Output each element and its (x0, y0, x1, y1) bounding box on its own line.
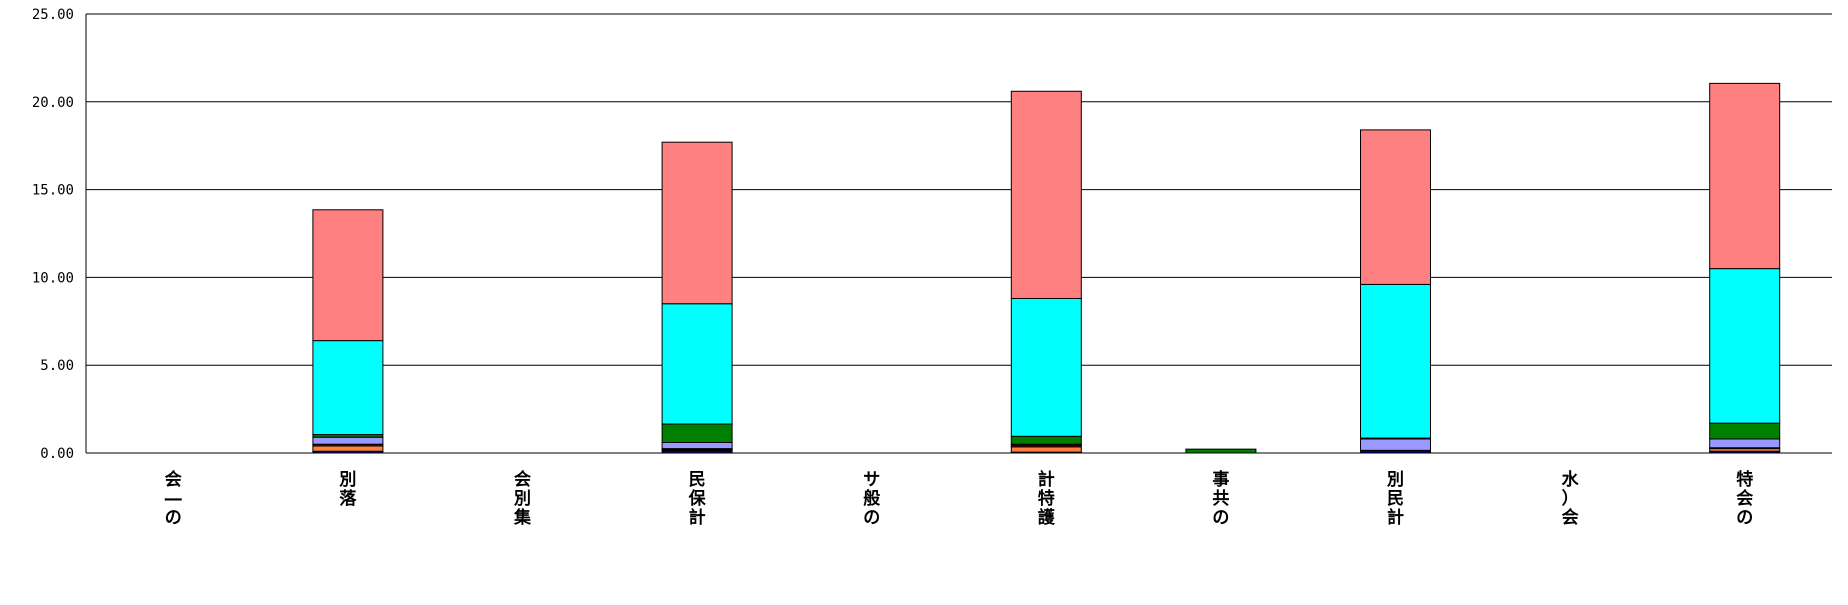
y-tick-label: 20.00 (32, 95, 74, 111)
x-tick-label-char: 民 (1387, 489, 1404, 509)
x-tick-label: 会別集 (513, 469, 532, 528)
x-tick-label-char: 計 (689, 507, 706, 528)
bar-segment-s6-5 (1010, 297, 1082, 437)
bar-segment-s7-9 (1709, 82, 1781, 270)
bar-segment-s6-1 (312, 340, 384, 436)
bar-segment-s6-3 (661, 303, 733, 425)
x-tick-label-char: 護 (1038, 507, 1056, 528)
x-tick-label-char: 計 (1387, 507, 1404, 528)
bar-segment-s7-7 (1360, 129, 1431, 285)
bar-segment-s2-5 (1010, 446, 1082, 453)
bar-segment-s7-5 (1010, 90, 1082, 299)
bar-segment-s5-3 (661, 423, 733, 443)
y-axis-ticks: 0.00 5.00 10.00 15.00 20.00 25.00 (32, 7, 74, 462)
x-tick-label-char: 別 (1386, 470, 1404, 490)
x-tick-label-char: 共 (1212, 489, 1229, 509)
x-tick-label: 水）会 (1562, 469, 1580, 528)
bar-segment-s5-6 (1185, 448, 1257, 454)
x-tick-label-char: 計 (1038, 469, 1055, 490)
x-tick-label-char: の (1736, 508, 1753, 528)
x-tick-label-char: の (1212, 508, 1229, 528)
x-tick-label-char: 会 (1562, 507, 1579, 528)
x-tick-label-char: 会 (1736, 488, 1753, 509)
bar-segment-s2-1 (312, 445, 384, 452)
bar-segment-s6-9 (1709, 268, 1781, 424)
x-tick-label-char: 特 (1736, 469, 1753, 490)
x-tick-label-char: 会 (165, 469, 182, 490)
x-tick-label-char: 別 (513, 489, 531, 509)
bar-segment-s4-3 (661, 441, 733, 450)
x-tick-label: 民保計 (688, 470, 707, 528)
x-tick-label-char: 事 (1212, 470, 1229, 490)
bars (312, 82, 1781, 454)
bar-segment-s4-1 (312, 436, 384, 445)
x-tick-label: 会―の (165, 469, 182, 528)
y-tick-label: 0.00 (40, 446, 74, 462)
x-tick-label-char: 別 (338, 470, 356, 490)
bar-segment-s5-5 (1010, 435, 1082, 445)
x-tick-label: 事共の (1212, 470, 1229, 528)
x-tick-label-char: 保 (688, 488, 707, 509)
y-tick-label: 10.00 (32, 270, 74, 286)
x-tick-label: サ般の (863, 470, 880, 528)
x-tick-label: 計特護 (1038, 469, 1056, 528)
bar-segment-s7-1 (312, 209, 384, 342)
bar-segment-s7-3 (661, 141, 733, 305)
x-tick-label-char: 般 (863, 488, 880, 509)
y-tick-label: 25.00 (32, 7, 74, 23)
y-tick-label: 5.00 (40, 358, 74, 374)
bar-segment-s4-9 (1709, 438, 1781, 449)
x-tick-label-char: 落 (339, 489, 357, 509)
x-tick-label-char: の (863, 508, 880, 528)
x-tick-label-char: ― (165, 489, 182, 509)
x-tick-label: 別落 (338, 470, 357, 509)
x-tick-label: 特会の (1736, 469, 1753, 528)
x-tick-label-char: 会 (514, 469, 531, 490)
x-tick-label: 別民計 (1386, 470, 1404, 528)
bar-segment-s5-9 (1709, 422, 1781, 440)
x-tick-label-char: 集 (513, 507, 532, 528)
x-tick-label-char: の (165, 508, 182, 528)
bar-segment-s4-7 (1360, 438, 1431, 451)
axes (85, 14, 1832, 454)
x-tick-label-char: サ (863, 470, 880, 490)
y-tick-label: 15.00 (32, 183, 74, 199)
x-tick-label-char: 特 (1038, 488, 1055, 509)
x-tick-label-char: 民 (689, 470, 706, 490)
x-tick-label-char: 水 (1562, 469, 1580, 490)
x-tick-label-char: ） (1562, 488, 1579, 509)
bar-segment-s6-7 (1360, 283, 1431, 439)
